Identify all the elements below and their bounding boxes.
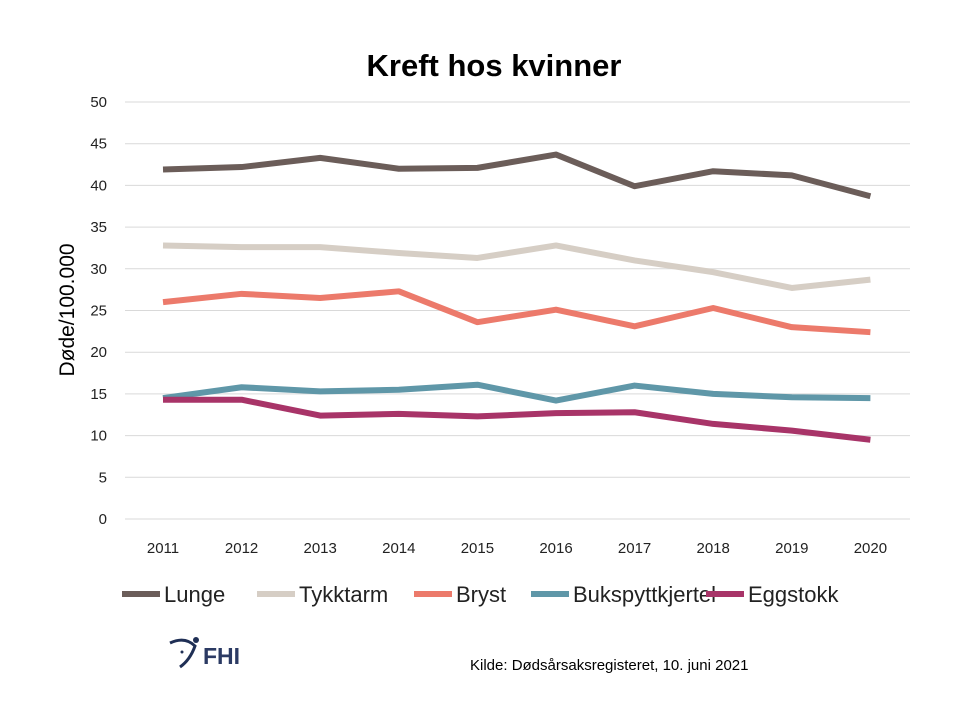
y-tick-label: 20 bbox=[90, 344, 107, 361]
x-tick-label: 2017 bbox=[618, 540, 651, 557]
x-tick-label: 2011 bbox=[147, 540, 179, 557]
y-tick-label: 0 bbox=[99, 511, 107, 528]
legend-label: Tykktarm bbox=[299, 582, 388, 607]
legend-label: Bryst bbox=[456, 582, 506, 607]
x-tick-label: 2014 bbox=[382, 540, 415, 557]
series-line-bukspyttkjertel bbox=[162, 381, 871, 404]
y-tick-label: 5 bbox=[99, 469, 107, 486]
y-tick-label: 30 bbox=[90, 261, 107, 278]
legend-label: Eggstokk bbox=[748, 582, 839, 607]
legend-label: Lunge bbox=[164, 582, 225, 607]
y-tick-label: 50 bbox=[90, 94, 107, 111]
y-tick-label: 15 bbox=[90, 386, 107, 403]
y-tick-label: 10 bbox=[90, 428, 107, 445]
series-line-bryst bbox=[162, 288, 871, 336]
y-tick-label: 45 bbox=[90, 136, 107, 153]
x-tick-label: 2019 bbox=[775, 540, 808, 557]
y-axis-label: Døde/100.000 bbox=[56, 243, 79, 376]
x-tick-label: 2016 bbox=[539, 540, 572, 557]
x-tick-label: 2012 bbox=[225, 540, 258, 557]
source-note: Kilde: Dødsårsaksregisteret, 10. juni 20… bbox=[470, 657, 748, 674]
y-tick-label: 25 bbox=[90, 303, 107, 320]
chart-title: Kreft hos kvinner bbox=[367, 48, 622, 83]
fhi-logo: FHI bbox=[169, 637, 240, 669]
series-line-lunge bbox=[162, 151, 872, 200]
x-tick-label: 2013 bbox=[304, 540, 337, 557]
series-line-eggstokk bbox=[163, 396, 871, 443]
legend-label: Bukspyttkjertel bbox=[573, 582, 716, 607]
fhi-logo-swoosh-icon bbox=[169, 638, 197, 669]
x-tick-label: 2015 bbox=[461, 540, 494, 557]
y-tick-label: 40 bbox=[90, 177, 107, 194]
series-line-tykktarm bbox=[162, 242, 871, 291]
fhi-logo-text: FHI bbox=[203, 643, 240, 669]
x-tick-label: 2020 bbox=[854, 540, 887, 557]
y-tick-label: 35 bbox=[90, 219, 107, 236]
x-tick-label: 2018 bbox=[697, 540, 730, 557]
